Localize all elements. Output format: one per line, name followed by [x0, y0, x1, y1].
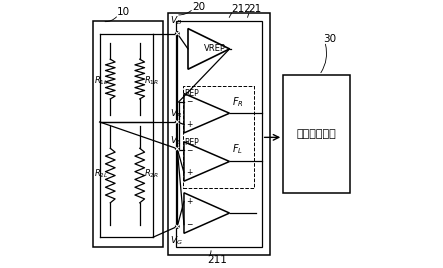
Text: 20: 20 [192, 2, 205, 12]
Bar [283, 75, 350, 193]
Bar [168, 13, 270, 255]
Text: $R_{{1R}}$: $R_{{1R}}$ [144, 74, 159, 87]
Text: −: − [186, 220, 193, 229]
Text: 中央处理单元: 中央处理单元 [297, 129, 337, 139]
Text: $R_{{2L}}$: $R_{{2L}}$ [94, 168, 109, 180]
Text: $F_R$: $F_R$ [232, 95, 244, 109]
Text: 10: 10 [117, 7, 130, 17]
Text: −: − [186, 98, 193, 106]
Text: REP: REP [184, 138, 199, 147]
Text: −: − [186, 146, 193, 155]
Text: 30: 30 [323, 34, 337, 44]
Text: +: + [186, 120, 193, 129]
Text: 212: 212 [231, 4, 251, 14]
Text: $F_L$: $F_L$ [232, 142, 243, 156]
Text: $V_B$: $V_B$ [170, 14, 182, 27]
Text: $V_R$: $V_R$ [170, 107, 182, 120]
Text: $R_{{2R}}$: $R_{{2R}}$ [144, 168, 159, 180]
Text: $R_{{1L}}$: $R_{{1L}}$ [94, 74, 109, 87]
Circle shape [175, 147, 179, 151]
Text: $V_G$: $V_G$ [170, 234, 183, 247]
Text: 21: 21 [248, 4, 261, 14]
Text: +: + [186, 197, 193, 206]
Circle shape [175, 32, 179, 35]
Text: +: + [186, 168, 193, 177]
Text: VREP: VREP [204, 44, 226, 53]
Bar [183, 86, 254, 188]
Circle shape [175, 120, 179, 124]
Bar [93, 21, 163, 247]
Circle shape [175, 225, 179, 228]
Text: $V_L$: $V_L$ [170, 134, 182, 147]
Text: REP: REP [184, 89, 199, 98]
Text: 211: 211 [207, 255, 227, 266]
Bar [176, 21, 262, 247]
